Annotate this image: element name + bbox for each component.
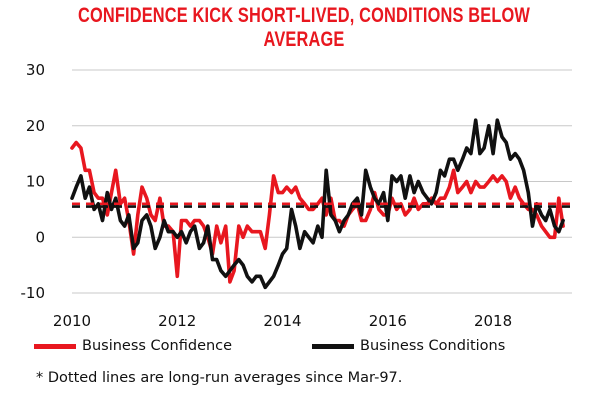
y-tick-label: 20: [26, 117, 45, 135]
y-tick-label: 10: [26, 173, 45, 191]
series-line-business-confidence: [70, 140, 565, 284]
y-tick-label: -10: [21, 284, 46, 302]
legend-swatch-confidence: [34, 343, 76, 349]
x-tick-label: 2012: [158, 312, 196, 330]
y-tick-label: 30: [26, 61, 45, 79]
legend-label-confidence: Business Confidence: [82, 338, 233, 354]
y-tick-label: 0: [35, 228, 45, 246]
legend-swatch-conditions: [312, 343, 354, 349]
x-tick-label: 2010: [53, 312, 91, 330]
x-tick-label: 2016: [369, 312, 407, 330]
x-tick-label: 2018: [474, 312, 512, 330]
legend-label-conditions: Business Conditions: [360, 338, 506, 354]
footnote: * Dotted lines are long-run averages sin…: [36, 370, 403, 386]
x-tick-label: 2014: [263, 312, 301, 330]
legend-item-confidence: Business Confidence: [34, 338, 232, 354]
legend-item-conditions: Business Conditions: [312, 338, 505, 354]
legend: Business Confidence Business Conditions: [34, 338, 594, 364]
chart-title: CONFIDENCE KICK SHORT-LIVED, CONDITIONS …: [77, 4, 531, 51]
series-line-business-conditions: [70, 118, 565, 290]
